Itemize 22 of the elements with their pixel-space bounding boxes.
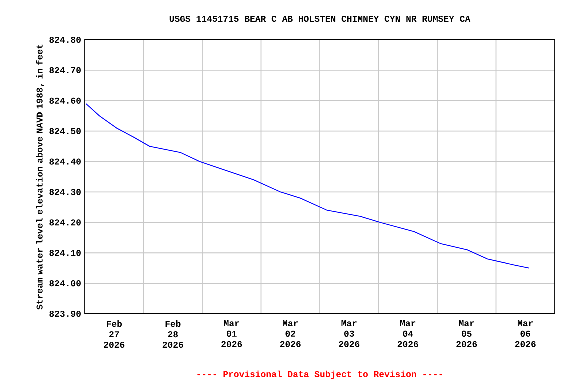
y-tick-label: 824.00 [50, 280, 81, 287]
x-tick-label: Mar 03 2026 [339, 320, 360, 348]
x-tick-label: Feb 28 2026 [162, 320, 184, 348]
y-tick-label: 823.90 [50, 310, 81, 318]
y-tick-label: 824.80 [50, 36, 81, 44]
y-tick-label: 824.70 [50, 67, 81, 74]
chart-title: USGS 11451715 BEAR C AB HOLSTEN CHIMNEY CYN NR RUMSEY CA [170, 16, 471, 22]
text: ---- Provisional Data Subject to Revision ---- [198, 370, 442, 380]
x-tick-label: Feb 27 2026 [104, 320, 125, 348]
y-tick-label: 824.30 [50, 189, 81, 196]
line-series [86, 103, 530, 269]
y-axis-title: Stream water level elevation above NAVD 1988, in feet [36, 44, 44, 310]
x-tick-label: Mar 04 2026 [398, 320, 418, 348]
y-tick-label: 824.10 [50, 250, 81, 256]
x-tick-label: Mar 02 2026 [280, 320, 301, 348]
y-tick-label: 824.60 [50, 98, 81, 104]
y-tick-label: 824.50 [50, 128, 81, 134]
y-tick-label: 824.40 [50, 158, 81, 165]
x-tick-label: Mar 05 2026 [456, 320, 478, 348]
y-tick-label: 824.20 [50, 220, 81, 226]
x-tick-label: Mar 01 2026 [222, 320, 242, 348]
x-tick-label: Mar 06 2026 [515, 320, 536, 348]
